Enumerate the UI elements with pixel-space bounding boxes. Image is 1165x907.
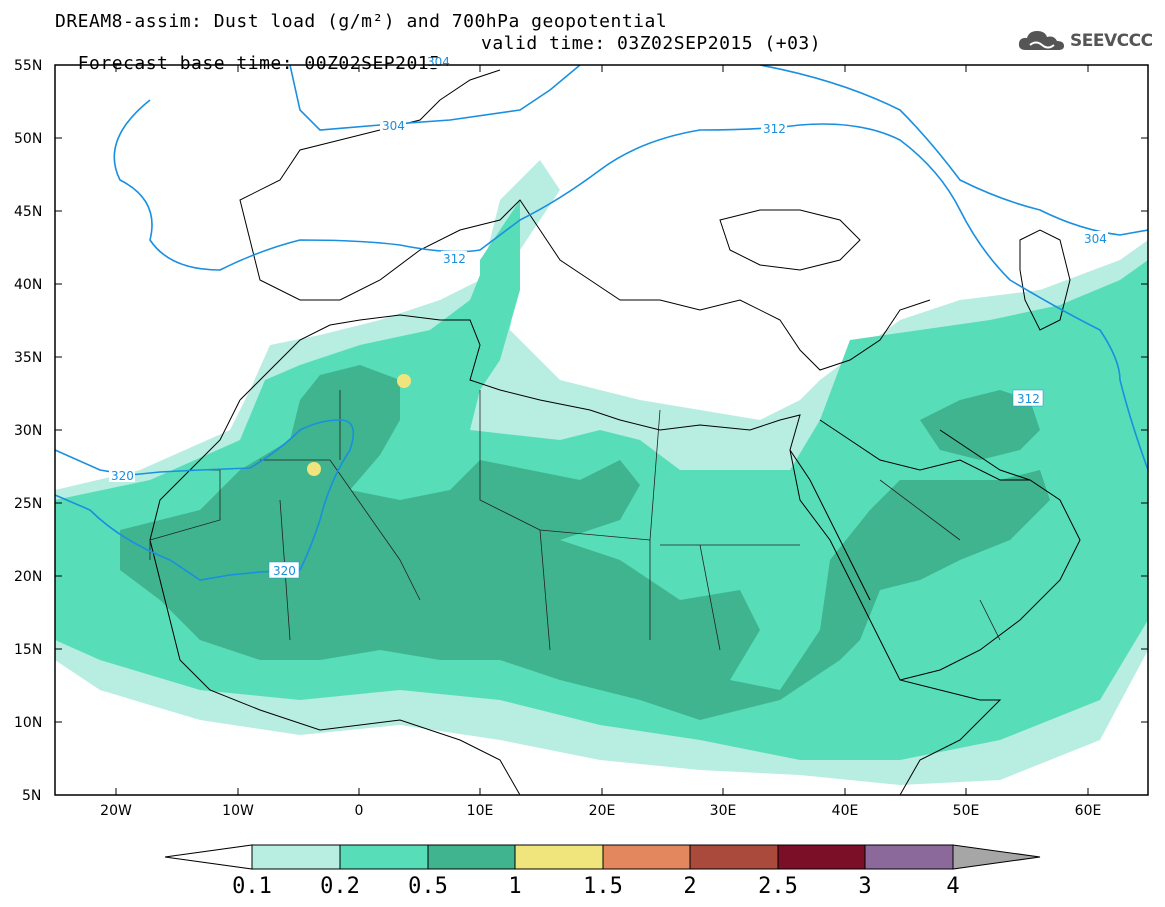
lat-label: 10N — [14, 715, 42, 731]
cloud-icon — [1018, 31, 1064, 50]
lat-label: 15N — [14, 642, 42, 658]
colorbar-swatch — [339, 844, 429, 870]
forecast-valid-time: valid time: 03Z02SEP2015 (+03) — [481, 33, 822, 54]
colorbar-swatch — [689, 844, 779, 870]
lon-label: 20E — [589, 803, 616, 819]
lat-label: 45N — [14, 204, 42, 220]
coastline-persian-gulf — [939, 429, 1031, 481]
colorbar-label: 1.5 — [583, 874, 623, 899]
contour-label: 312 — [1017, 392, 1040, 406]
colorbar-label: 0.5 — [408, 874, 448, 899]
dust-level-1 — [307, 462, 321, 476]
colorbar: 0.1 0.2 0.5 1 1.5 2 2.5 3 4 — [164, 844, 1041, 899]
lat-label: 30N — [14, 423, 42, 439]
colorbar-over-arrow — [952, 844, 1041, 870]
colorbar-swatch — [251, 844, 341, 870]
colorbar-label: 1 — [508, 874, 521, 899]
colorbar-swatch — [777, 844, 866, 870]
contour-label: 320 — [111, 469, 134, 483]
geopotential-contours — [55, 65, 1148, 581]
contour-320-west — [55, 419, 355, 581]
dust-level-1 — [397, 374, 411, 388]
coastline-africa — [239, 314, 1002, 795]
contour-label: 312 — [763, 122, 786, 136]
colorbar-under-arrow — [164, 844, 253, 870]
lat-label: 40N — [14, 277, 42, 293]
lat-label: 25N — [14, 496, 42, 512]
coastline-west-africa — [149, 399, 521, 795]
dust-level-0.5 — [120, 365, 1050, 720]
logo-text: SEEVCCC — [1070, 31, 1153, 51]
forecast-base-time: Forecast base time: 00Z02SEP2015 — [77, 53, 441, 74]
lon-label: 50E — [953, 803, 980, 819]
coastline-arabia — [819, 419, 1081, 681]
colorbar-label: 3 — [858, 874, 871, 899]
contour-label: 320 — [273, 564, 296, 578]
lon-label: 60E — [1075, 803, 1102, 819]
lon-label: 0 — [355, 803, 364, 819]
seevccc-logo: SEEVCCC — [1018, 28, 1153, 54]
lon-label: 10E — [467, 803, 494, 819]
coastline-black-sea — [719, 209, 861, 271]
contour-304-north — [289, 65, 581, 131]
colorbar-swatch — [427, 844, 516, 870]
contour-label: 304 — [1084, 232, 1107, 246]
lon-label: 30E — [710, 803, 737, 819]
lat-label: 35N — [14, 350, 42, 366]
coastline-red-sea — [789, 449, 871, 601]
lon-label: 40E — [832, 803, 859, 819]
colorbar-label: 0.2 — [320, 874, 360, 899]
dust-level-0.5 — [920, 390, 1040, 460]
colorbar-swatch — [864, 844, 954, 870]
coastline-caspian — [1019, 229, 1071, 331]
contour-label: 312 — [443, 252, 466, 266]
colorbar-label: 2.5 — [758, 874, 798, 899]
forecast-time-line: Forecast base time: 00Z02SEP2015 valid t… — [55, 34, 821, 94]
contour-label: 304 — [382, 119, 405, 133]
colorbar-swatch — [602, 844, 691, 870]
colorbar-label: 4 — [946, 874, 959, 899]
lon-label: 10W — [222, 803, 254, 819]
contour-312-main — [113, 99, 1148, 471]
colorbar-swatch — [514, 844, 604, 870]
colorbar-label: 0.1 — [232, 874, 272, 899]
lon-label: 20W — [100, 803, 132, 819]
coastline-europe — [249, 199, 931, 371]
latitude-axis: 55N 50N 45N 40N 35N 30N 25N 20N 15N 10N … — [14, 58, 1148, 804]
contour-304-east — [759, 65, 1148, 236]
lat-label: 55N — [14, 58, 42, 74]
contour-label: 304 — [427, 55, 450, 69]
longitude-axis: 20W 10W 0 10E 20E 30E 40E 50E 60E — [100, 65, 1101, 819]
lat-label: 50N — [14, 131, 42, 147]
lat-label: 5N — [22, 788, 41, 804]
lat-label: 20N — [14, 569, 42, 585]
chart-title: DREAM8-assim: Dust load (g/m²) and 700hP… — [55, 11, 668, 32]
coastline-north-europe — [239, 69, 501, 241]
colorbar-label: 2 — [683, 874, 696, 899]
